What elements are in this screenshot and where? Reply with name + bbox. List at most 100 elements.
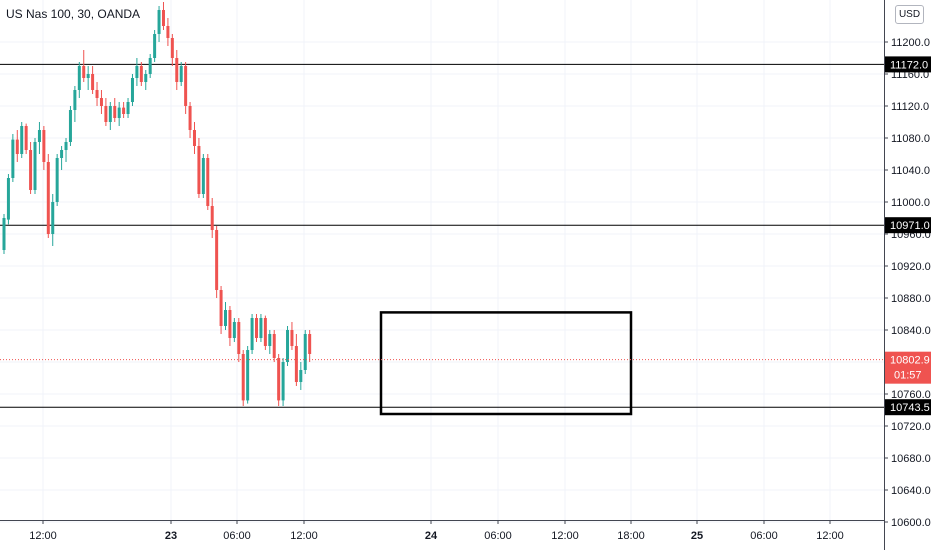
candle-body	[166, 26, 170, 38]
candle-body	[219, 290, 223, 326]
y-tick-label: 11000.0	[891, 197, 930, 209]
candle-body	[179, 66, 183, 82]
candle-body	[113, 106, 117, 118]
y-tick-label: 11120.0	[891, 101, 929, 113]
candle-body	[139, 66, 143, 82]
candle-body	[224, 310, 227, 326]
candle-body	[29, 150, 33, 190]
candle-body	[281, 362, 285, 401]
candle-body	[122, 107, 126, 114]
x-tick-label: 12:00	[816, 530, 844, 542]
candle-body	[60, 150, 64, 158]
level-price-tag: 10971.0	[890, 220, 930, 232]
candle-body	[42, 130, 46, 162]
candle-body	[210, 206, 214, 230]
candle-body	[228, 310, 232, 338]
candle-body	[259, 318, 263, 338]
candle-body	[55, 158, 59, 202]
level-price-tag-bg	[885, 56, 931, 73]
candle-body	[64, 142, 68, 150]
candle-body	[148, 58, 152, 74]
range-rectangle	[379, 311, 633, 416]
grid-lines	[0, 0, 884, 523]
y-tick-label: 11200.0	[891, 37, 930, 49]
y-tick-label: 10840.0	[891, 325, 931, 337]
candle-body	[99, 98, 103, 106]
x-tick-label: 12:00	[551, 530, 579, 542]
candle-body	[232, 322, 236, 338]
y-tick-label: 11040.0	[891, 165, 930, 177]
y-tick-label: 10680.0	[891, 453, 931, 465]
x-axis-ticks: 12:00 23 06:00 12:00 24 06:00 12:00 18:00 25 06:0…	[29, 520, 844, 542]
candle-body	[2, 218, 6, 250]
candle-body	[104, 106, 108, 122]
countdown-tag: 01:57	[894, 370, 922, 382]
chart-title: US Nas 100, 30, OANDA	[6, 7, 140, 21]
candle-body	[68, 110, 72, 142]
candle-body	[24, 126, 28, 150]
candle-body	[157, 10, 161, 34]
candle-body	[308, 334, 312, 354]
y-tick-label: 10640.0	[891, 485, 931, 497]
candle-body	[299, 370, 303, 382]
y-axis-ticks: 11200.011160.011120.011080.011040.011000…	[884, 37, 931, 529]
candle-body	[246, 350, 250, 401]
candle-body	[51, 202, 55, 234]
y-tick-label: 11080.0	[891, 133, 930, 145]
price-tags: 11172.0 10971.0 10743.5 10802.9 01:57	[885, 56, 931, 416]
x-tick-label: 12:00	[29, 530, 57, 542]
candle-body	[130, 78, 134, 102]
candle-body	[15, 139, 19, 154]
candle-body	[91, 74, 95, 90]
y-tick-label: 10880.0	[891, 293, 931, 305]
candle-body	[77, 66, 81, 90]
candle-body	[184, 66, 188, 106]
candle-body	[197, 146, 201, 194]
candle-body	[255, 318, 259, 338]
x-tick-label: 24	[425, 530, 438, 542]
x-tick-label: 12:00	[290, 530, 318, 542]
candle-body	[294, 346, 298, 382]
candle-body	[175, 58, 179, 82]
candle-body	[73, 90, 77, 110]
level-price-tag: 11172.0	[890, 59, 928, 71]
y-tick-label: 10760.0	[891, 389, 931, 401]
level-price-tag-bg	[885, 217, 931, 234]
level-price-tag: 10743.5	[890, 402, 930, 414]
x-tick-label: 06:00	[484, 530, 512, 542]
candle-body	[135, 66, 139, 78]
candle-body	[237, 322, 241, 354]
x-tick-label: 18:00	[617, 530, 645, 542]
candle-body	[33, 142, 37, 190]
horizontal-levels	[0, 63, 884, 408]
candle-body	[117, 107, 121, 118]
candle-body	[201, 158, 205, 194]
currency-badge[interactable]: USD	[895, 5, 924, 24]
y-tick-label: 10920.0	[891, 261, 931, 273]
candle-body	[37, 130, 41, 142]
candle-body	[161, 10, 165, 26]
candle-body	[303, 334, 307, 370]
y-tick-label: 10600.0	[891, 517, 931, 529]
candle-body	[272, 334, 276, 358]
candle-body	[286, 330, 290, 362]
candle-body	[290, 330, 294, 346]
y-tick-label: 10720.0	[891, 421, 931, 433]
candle-body	[6, 178, 10, 220]
candle-body	[192, 130, 196, 146]
candle-body	[268, 334, 272, 346]
candlestick-series	[2, 2, 312, 406]
candle-body	[126, 102, 130, 114]
x-tick-label: 06:00	[750, 530, 778, 542]
candle-body	[95, 90, 99, 98]
last-price-tag-bg	[885, 351, 931, 384]
x-tick-label: 06:00	[223, 530, 251, 542]
last-price-tag: 10802.9	[890, 355, 930, 367]
x-tick-label: 25	[691, 530, 703, 542]
candle-body	[263, 318, 267, 346]
candle-body	[153, 34, 157, 58]
candle-body	[20, 126, 24, 154]
level-price-tag-bg	[885, 399, 931, 416]
range-box	[379, 311, 633, 416]
